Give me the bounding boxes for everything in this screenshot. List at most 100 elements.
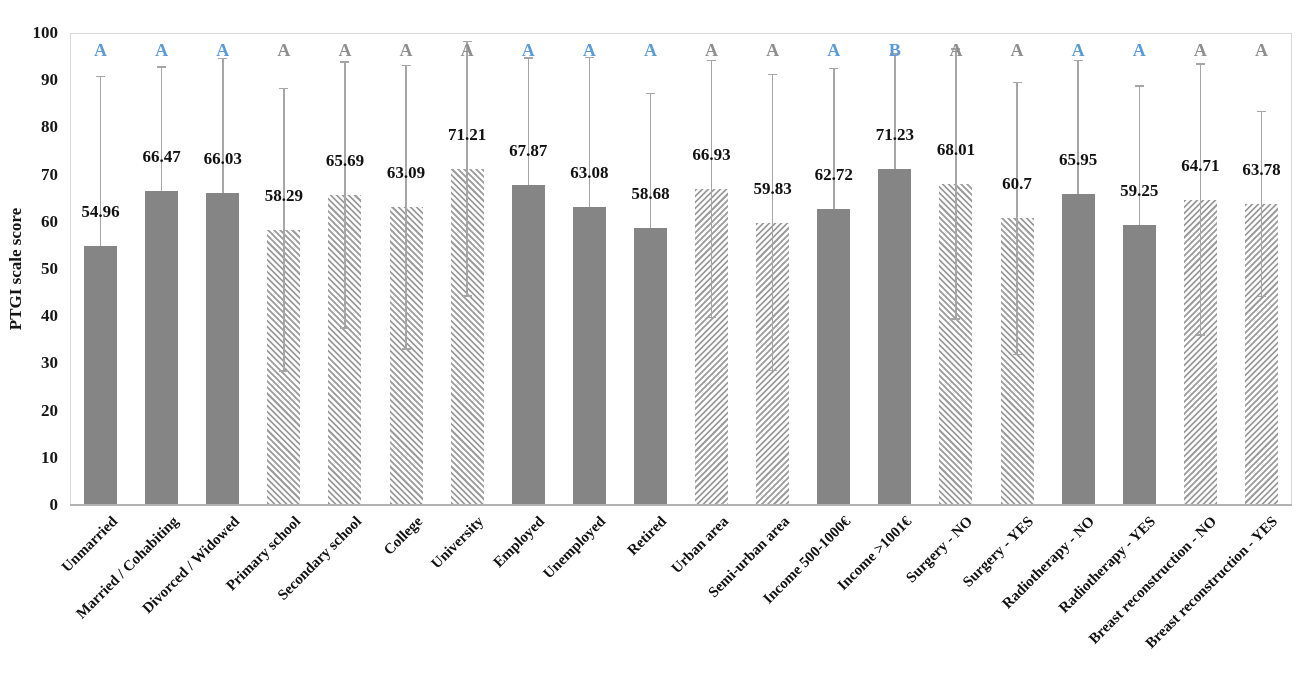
error-bar [222,57,224,194]
error-bar-top-cap [340,61,350,63]
error-bar-bottom-cap [1256,295,1266,298]
error-bar-top-cap [401,64,411,67]
error-bar [405,64,407,350]
error-bar-top-cap [462,40,472,43]
bar [1122,225,1156,504]
error-bar [894,53,896,169]
bar-value-label: 58.68 [631,184,670,204]
bar-value-label: 67.87 [509,140,548,160]
bar [145,191,179,504]
error-bar [1260,110,1263,298]
error-bar-top-cap [218,57,228,60]
error-bar-top-cap [645,92,655,95]
error-bar [344,61,346,329]
bar [633,228,667,504]
error-bar-top-cap [584,56,594,59]
bar-value-label: 66.93 [692,145,731,165]
bar-value-label: 63.09 [386,163,426,183]
y-tick-label: 0 [49,495,59,514]
error-bar [527,57,529,185]
significance-letter: A [521,40,535,60]
error-bar-bottom-cap [707,316,717,319]
significance-letter: A [949,40,963,60]
error-bar-bottom-cap [1012,353,1022,356]
error-bar-top-cap [279,87,289,90]
bar-value-label: 71.21 [448,124,487,144]
significance-letter: B [888,40,901,60]
significance-letter: A [1193,40,1207,60]
y-tick-label: 10 [41,447,58,467]
bar [511,184,545,504]
error-bar-top-cap [523,57,533,59]
category-label-text: Breast reconstruction - YES [1143,513,1282,652]
y-tick-label: 20 [41,400,58,420]
bar-value-label: 58.29 [264,185,303,205]
bar-value-label: 60.7 [1002,174,1032,194]
y-tick-label: 30 [41,353,58,373]
x-axis-line [70,504,1292,506]
error-bar [466,40,468,297]
error-bar-top-cap [707,59,717,62]
error-bar [1138,85,1140,226]
error-bar-bottom-cap [951,318,961,320]
error-bar-top-cap [1012,81,1022,84]
bar [572,207,606,504]
bar-value-label: 71.23 [875,124,914,144]
error-bar [649,92,652,229]
y-tick-label: 70 [41,164,58,184]
significance-letter: A [1254,40,1268,60]
significance-letter: A [705,40,719,60]
significance-letter: A [94,40,108,60]
bar [1061,193,1095,504]
significance-letter: A [277,40,291,60]
error-bar-top-cap [96,75,106,78]
bar-value-label: 59.83 [753,178,792,198]
significance-letter: A [216,40,230,60]
y-tick-label: 50 [41,259,58,278]
significance-letter: A [460,40,474,60]
error-bar-bottom-cap [1195,334,1205,336]
significance-letter: A [643,40,657,60]
error-bar-bottom-cap [462,295,472,297]
significance-letter: A [827,40,841,60]
bar-value-label: 62.72 [814,164,853,184]
error-bar-bottom-cap [279,370,289,372]
error-bar [1016,81,1018,356]
error-bar [99,75,102,246]
bar-value-label: 63.78 [1242,159,1281,179]
error-bar [1199,63,1202,336]
error-bar-bottom-cap [768,369,778,372]
bar-value-label: 68.01 [936,139,976,159]
category-label: Breast reconstruction - YES [969,513,1281,652]
bar [84,245,118,504]
significance-letter: A [1010,40,1024,60]
bar-value-label: 59.25 [1120,181,1159,201]
error-bar [955,48,957,320]
significance-letter: A [338,40,352,60]
y-tick-label: 40 [41,306,58,326]
significance-letter: A [582,40,596,60]
bar [817,208,851,504]
significance-letter: A [1132,40,1146,60]
error-bar [1077,59,1079,194]
error-bar-top-cap [1134,85,1144,87]
error-bar-top-cap [951,48,961,50]
y-tick-label: 60 [41,211,58,231]
error-bar-top-cap [157,66,167,68]
error-bar [710,59,713,319]
plot-area-border [70,33,1292,505]
bar-value-label: 66.03 [203,149,242,169]
error-bar-bottom-cap [340,327,350,329]
error-bar-top-cap [1256,110,1266,112]
bar [206,193,240,504]
bar-value-label: 66.47 [142,147,181,167]
bar [878,168,912,504]
error-bar-top-cap [829,67,839,70]
error-bar-top-cap [1195,63,1205,65]
bar-value-label: 54.96 [81,201,120,221]
error-bar [833,67,835,209]
error-bar [771,73,774,372]
bar-value-label: 65.69 [325,150,365,170]
error-bar-bottom-cap [401,348,411,350]
error-bar [283,87,285,372]
